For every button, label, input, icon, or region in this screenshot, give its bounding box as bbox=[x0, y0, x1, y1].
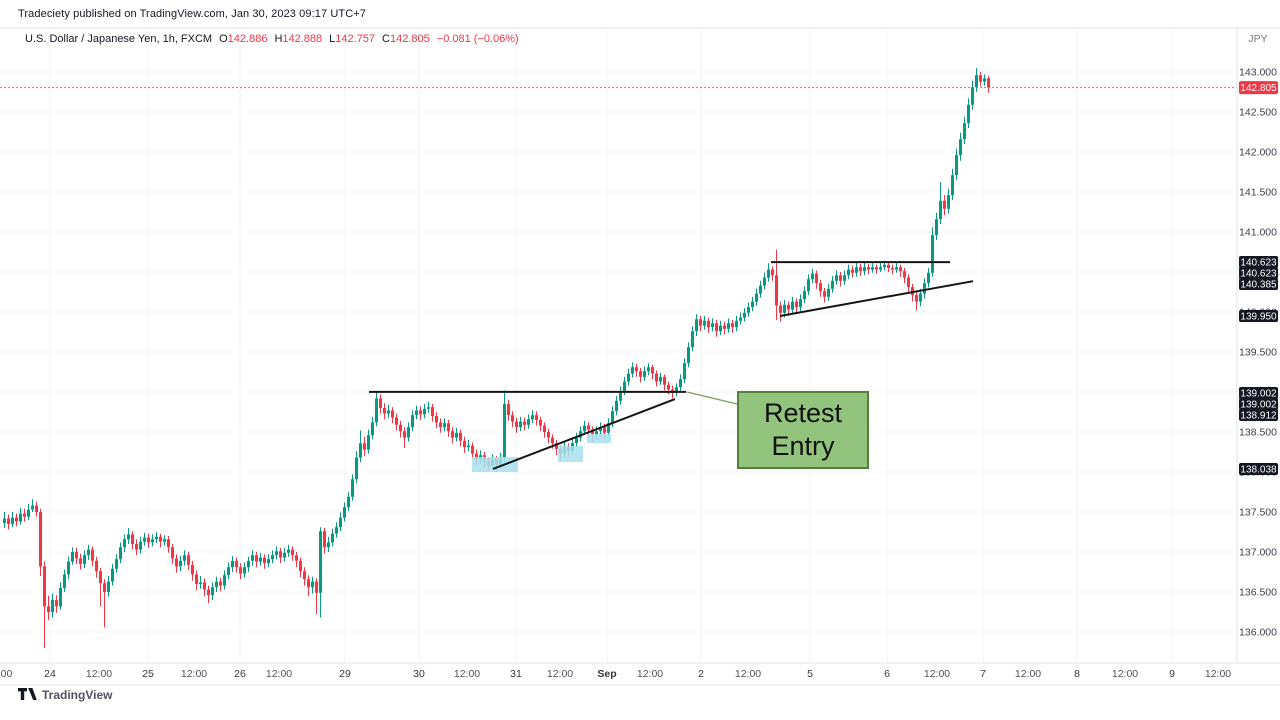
svg-text:142.500: 142.500 bbox=[1239, 107, 1277, 119]
svg-text:140.623: 140.623 bbox=[1240, 258, 1277, 269]
svg-text:141.500: 141.500 bbox=[1239, 187, 1277, 199]
tradingview-logo[interactable]: TradingView bbox=[18, 688, 112, 702]
tradingview-wordmark: TradingView bbox=[42, 688, 113, 702]
svg-text:12:00: 12:00 bbox=[454, 668, 480, 680]
svg-text:12:00: 12:00 bbox=[1112, 668, 1138, 680]
ohlc-open-label: O bbox=[219, 33, 228, 45]
svg-text::00: :00 bbox=[0, 668, 12, 680]
retest-entry-line1: Retest bbox=[763, 398, 843, 428]
currency-label: JPY bbox=[1248, 33, 1267, 45]
price-level-badge: 140.623 bbox=[1239, 267, 1278, 280]
ohlc-close-label: C bbox=[382, 33, 390, 45]
price-level-badge: 140.385 bbox=[1239, 278, 1278, 291]
svg-text:6: 6 bbox=[884, 668, 890, 680]
ohlc-high-label: H bbox=[274, 33, 283, 45]
change-value: −0.081 (−0.06%) bbox=[436, 33, 519, 45]
svg-text:142.805: 142.805 bbox=[1240, 83, 1277, 94]
svg-text:26: 26 bbox=[234, 668, 246, 680]
svg-text:12:00: 12:00 bbox=[266, 668, 292, 680]
svg-text:139.950: 139.950 bbox=[1240, 312, 1277, 323]
svg-text:12:00: 12:00 bbox=[181, 668, 207, 680]
retest-callout-line bbox=[686, 391, 738, 405]
svg-text:140.385: 140.385 bbox=[1240, 280, 1277, 291]
svg-text:24: 24 bbox=[44, 668, 56, 680]
price-level-badge: 139.002 bbox=[1239, 387, 1278, 400]
svg-text:137.500: 137.500 bbox=[1239, 507, 1277, 519]
svg-text:136.000: 136.000 bbox=[1239, 627, 1277, 639]
svg-text:12:00: 12:00 bbox=[547, 668, 573, 680]
svg-text:2: 2 bbox=[698, 668, 704, 680]
ascending-support-september bbox=[779, 280, 974, 317]
ohlc-low-value: 142.757 bbox=[335, 33, 376, 45]
svg-text:139.500: 139.500 bbox=[1239, 347, 1277, 359]
svg-text:12:00: 12:00 bbox=[735, 668, 761, 680]
symbol-title: U.S. Dollar / Japanese Yen, 1h, FXCM bbox=[25, 33, 213, 45]
price-level-badge: 138.038 bbox=[1239, 463, 1278, 476]
pane-frame bbox=[0, 27, 1280, 686]
ohlc-low-label: L bbox=[329, 33, 336, 45]
retest-entry-annotation[interactable]: Retest Entry bbox=[737, 391, 869, 469]
price-level-badge: 139.950 bbox=[1239, 310, 1278, 323]
candles bbox=[3, 68, 990, 648]
ohlc-high-value: 142.888 bbox=[282, 33, 323, 45]
time-axis[interactable]: :002412:002512:002612:00293012:003112:00… bbox=[0, 668, 1231, 680]
svg-text:12:00: 12:00 bbox=[1015, 668, 1041, 680]
svg-text:12:00: 12:00 bbox=[1205, 668, 1231, 680]
attribution-text: Tradeciety published on TradingView.com,… bbox=[18, 8, 367, 20]
svg-text:8: 8 bbox=[1074, 668, 1080, 680]
ascending-support-august bbox=[492, 398, 676, 470]
svg-text:138.912: 138.912 bbox=[1240, 411, 1277, 422]
svg-text:140.623: 140.623 bbox=[1240, 269, 1277, 280]
price-level-badge: 138.912 bbox=[1239, 409, 1278, 422]
retest-entry-line2: Entry bbox=[771, 431, 835, 461]
svg-text:141.000: 141.000 bbox=[1239, 227, 1277, 239]
svg-text:5: 5 bbox=[807, 668, 813, 680]
tradingview-logo-icon bbox=[18, 688, 37, 700]
ohlc-close-value: 142.805 bbox=[390, 33, 430, 45]
svg-text:30: 30 bbox=[413, 668, 425, 680]
trendlines[interactable] bbox=[369, 261, 974, 470]
svg-text:12:00: 12:00 bbox=[924, 668, 950, 680]
grid-vertical bbox=[49, 28, 1173, 663]
svg-text:12:00: 12:00 bbox=[86, 668, 112, 680]
svg-text:139.002: 139.002 bbox=[1240, 400, 1277, 411]
price-level-badge: 140.623 bbox=[1239, 256, 1278, 269]
svg-text:12:00: 12:00 bbox=[637, 668, 663, 680]
svg-text:31: 31 bbox=[510, 668, 522, 680]
svg-text:142.000: 142.000 bbox=[1239, 147, 1277, 159]
price-level-badge: 139.002 bbox=[1239, 398, 1278, 411]
svg-text:138.500: 138.500 bbox=[1239, 427, 1277, 439]
support-highlight-boxes[interactable] bbox=[472, 434, 611, 472]
svg-text:Sep: Sep bbox=[597, 668, 616, 680]
svg-text:29: 29 bbox=[339, 668, 351, 680]
ohlc-open-value: 142.886 bbox=[227, 33, 268, 45]
svg-text:136.500: 136.500 bbox=[1239, 587, 1277, 599]
svg-text:9: 9 bbox=[1169, 668, 1175, 680]
svg-text:139.002: 139.002 bbox=[1240, 389, 1277, 400]
grid-horizontal bbox=[0, 71, 1237, 633]
svg-text:137.000: 137.000 bbox=[1239, 547, 1277, 559]
symbol-legend[interactable]: U.S. Dollar / Japanese Yen, 1h, FXCM O142… bbox=[25, 33, 519, 45]
svg-text:143.000: 143.000 bbox=[1239, 67, 1277, 79]
price-axis[interactable]: JPY 143.000 142.500 142.000 141.500 141.000 14… bbox=[1239, 33, 1278, 639]
svg-text:25: 25 bbox=[142, 668, 154, 680]
svg-text:7: 7 bbox=[980, 668, 986, 680]
current-price-badge: 142.805 bbox=[1239, 81, 1278, 95]
svg-text:138.038: 138.038 bbox=[1240, 465, 1277, 476]
